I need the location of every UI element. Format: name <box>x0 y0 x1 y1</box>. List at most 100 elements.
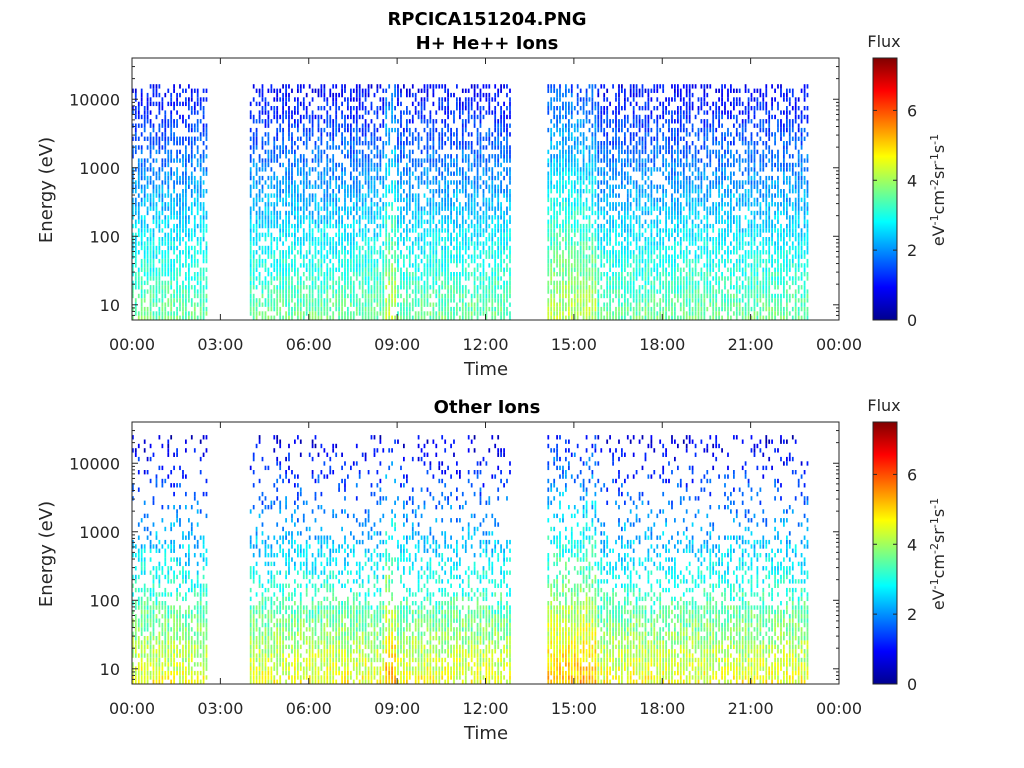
heatmap-cell <box>158 123 161 128</box>
heatmap-cell <box>594 145 597 150</box>
heatmap-cell <box>297 197 299 203</box>
heatmap-cell <box>199 193 202 198</box>
heatmap-cell <box>317 149 320 155</box>
heatmap-cell <box>382 276 385 281</box>
heatmap-cell <box>429 145 432 150</box>
heatmap-cell <box>267 272 270 277</box>
heatmap-cell <box>553 285 556 290</box>
heatmap-cell <box>252 315 255 320</box>
heatmap-cell <box>132 197 134 203</box>
heatmap-cell <box>414 285 417 290</box>
heatmap-cell <box>447 106 449 111</box>
heatmap-cell <box>176 232 178 238</box>
heatmap-cell <box>285 88 287 93</box>
heatmap-cell <box>385 106 388 111</box>
heatmap-cell <box>132 223 134 229</box>
heatmap-cell <box>450 145 452 150</box>
heatmap-cell <box>585 206 588 211</box>
heatmap-cell <box>482 189 485 194</box>
heatmap-cell <box>373 162 376 168</box>
heatmap-cell <box>344 280 346 286</box>
heatmap-cell <box>308 223 311 229</box>
heatmap-cell <box>385 254 388 259</box>
heatmap-cell <box>547 127 550 133</box>
heatmap-cell <box>500 245 502 251</box>
heatmap-cell <box>276 110 279 115</box>
heatmap-cell <box>341 206 343 211</box>
heatmap-cell <box>582 315 585 320</box>
heatmap-cell <box>182 158 184 163</box>
heatmap-cell <box>158 267 161 272</box>
heatmap-cell <box>447 276 449 281</box>
heatmap-cell <box>509 97 511 102</box>
heatmap-cell <box>382 280 385 286</box>
heatmap-cell <box>176 110 178 115</box>
heatmap-cell <box>190 311 193 316</box>
heatmap-cell <box>267 162 270 168</box>
heatmap-cell <box>441 263 444 268</box>
heatmap-cell <box>406 180 408 185</box>
heatmap-cell <box>132 149 134 155</box>
heatmap-cell <box>373 258 376 264</box>
heatmap-cell <box>559 162 561 168</box>
heatmap-cell <box>249 167 252 172</box>
heatmap-cell <box>199 276 202 281</box>
heatmap-cell <box>438 106 441 111</box>
heatmap-cell <box>591 298 594 303</box>
heatmap-cell <box>479 250 482 255</box>
heatmap-cell <box>397 92 399 98</box>
heatmap-cell <box>438 210 441 216</box>
heatmap-cell <box>344 114 346 120</box>
heatmap-cell <box>500 84 502 89</box>
heatmap-cell <box>579 228 582 233</box>
heatmap-cell <box>441 250 444 255</box>
heatmap-cell <box>459 167 461 172</box>
heatmap-cell <box>447 189 449 194</box>
heatmap-cell <box>323 171 326 176</box>
heatmap-cell <box>459 258 461 264</box>
heatmap-cell <box>565 158 567 163</box>
heatmap-cell <box>305 263 308 268</box>
heatmap-cell <box>273 97 276 102</box>
heatmap-cell <box>397 184 399 189</box>
heatmap-cell <box>317 241 320 246</box>
heatmap-cell <box>388 132 391 137</box>
heatmap-cell <box>391 162 393 168</box>
heatmap-cell <box>305 106 308 111</box>
heatmap-cell <box>438 206 441 211</box>
heatmap-cell <box>391 223 393 229</box>
heatmap-cell <box>152 171 155 176</box>
heatmap-cell <box>411 197 414 203</box>
heatmap-cell <box>570 149 573 155</box>
heatmap-cell <box>179 210 181 216</box>
heatmap-cell <box>347 232 349 238</box>
heatmap-cell <box>344 154 346 159</box>
heatmap-cell <box>267 175 270 181</box>
heatmap-cell <box>294 272 296 277</box>
heatmap-cell <box>282 219 284 224</box>
heatmap-cell <box>185 154 187 159</box>
heatmap-cell <box>391 276 393 281</box>
heatmap-cell <box>547 184 550 189</box>
heatmap-cell <box>267 215 270 220</box>
heatmap-cell <box>503 84 505 89</box>
heatmap-cell <box>509 180 511 185</box>
heatmap-cell <box>302 141 305 146</box>
heatmap-cell <box>291 88 293 93</box>
heatmap-cell <box>394 106 396 111</box>
heatmap-cell <box>164 110 167 115</box>
heatmap-cell <box>509 232 511 238</box>
heatmap-cell <box>379 276 382 281</box>
heatmap-cell <box>352 298 355 303</box>
heatmap-cell <box>485 197 488 203</box>
heatmap-cell <box>444 180 447 185</box>
heatmap-cell <box>379 254 382 259</box>
heatmap-cell <box>382 298 385 303</box>
heatmap-cell <box>568 202 570 207</box>
heatmap-cell <box>550 293 553 299</box>
heatmap-cell <box>379 228 382 233</box>
heatmap-cell <box>447 223 449 229</box>
heatmap-cell <box>317 315 320 320</box>
heatmap-cell <box>249 258 252 264</box>
heatmap-cell <box>361 92 364 98</box>
